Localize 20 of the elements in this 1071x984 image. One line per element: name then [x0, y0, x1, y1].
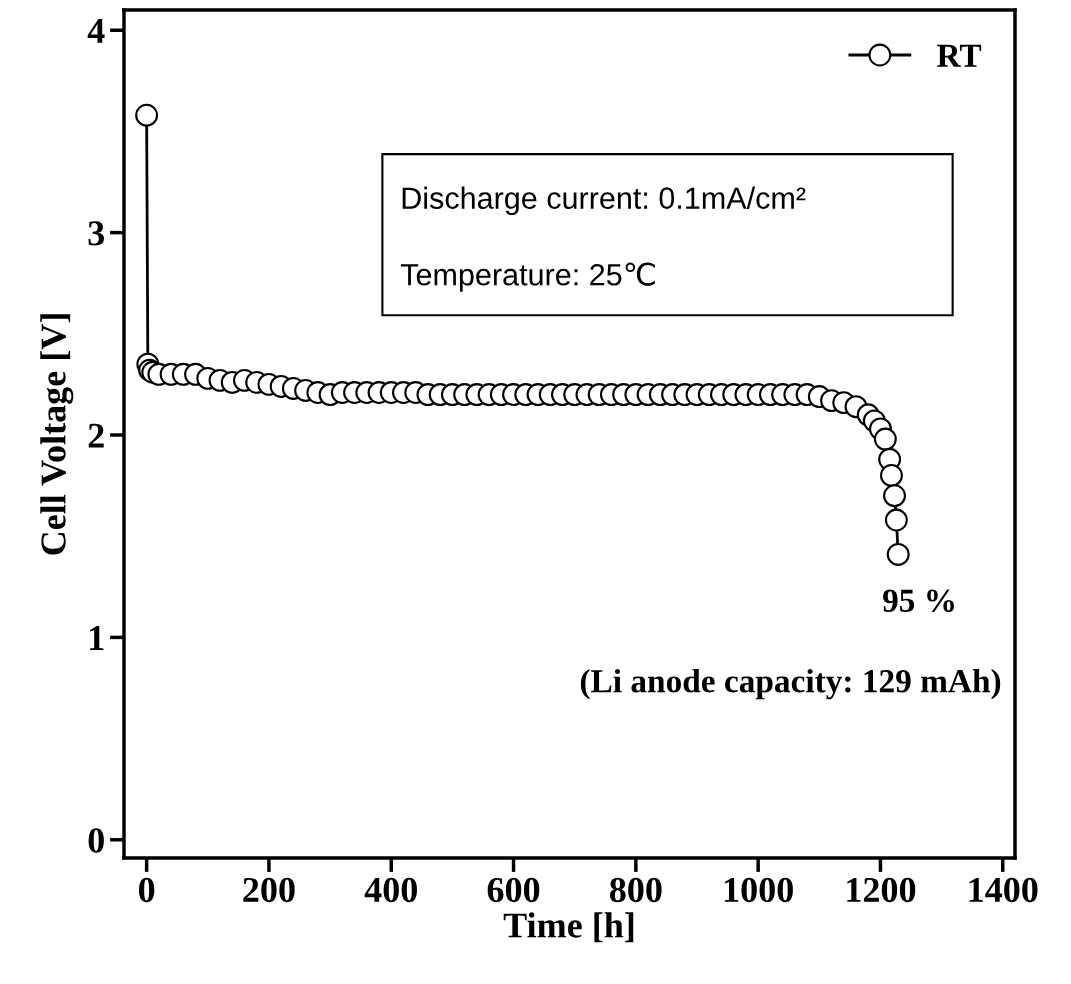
x-tick-label: 0 [138, 877, 155, 903]
annotation: (Li anode capacity: 129 mAh) [580, 669, 1001, 700]
y-tick-label: 3 [88, 221, 105, 246]
x-tick-label: 200 [243, 877, 295, 903]
annotation: 95 % [883, 589, 954, 613]
y-tick-label: 4 [87, 19, 105, 43]
annotation: Discharge current: 0.1mA/cm² [402, 186, 806, 216]
x-tick-label: 800 [609, 877, 662, 903]
x-tick-label: 400 [364, 877, 417, 903]
y-tick-label: 0 [88, 828, 104, 853]
annotation: Temperature: 25℃ [400, 262, 655, 292]
x-tick-label: 600 [487, 877, 540, 903]
y-axis-title: Cell Voltage [V] [40, 314, 74, 555]
x-tick-label: 1400 [969, 877, 1038, 903]
x-axis-title: Time [h] [503, 912, 634, 943]
legend-label: RT [937, 44, 982, 67]
x-tick-label: 1000 [724, 877, 793, 903]
y-tick-label: 1 [90, 626, 104, 650]
y-tick-label: 2 [88, 423, 104, 448]
x-tick-label: 1200 [847, 877, 916, 903]
